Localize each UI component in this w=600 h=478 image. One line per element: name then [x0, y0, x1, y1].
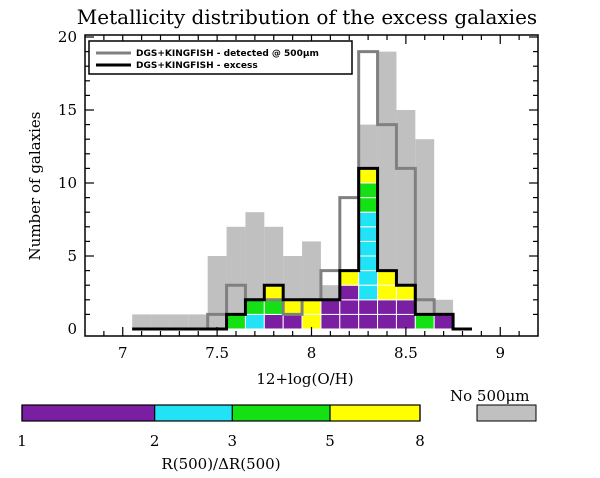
excess-cell: [226, 313, 246, 330]
excess-cell: [244, 299, 265, 315]
colorbar-segment-green: [232, 405, 331, 421]
colorbar-segment-purple: [22, 405, 155, 421]
no500-bar: [132, 314, 152, 329]
colorbar-segment-cyan: [154, 405, 233, 421]
y-tick-label: 10: [58, 174, 77, 192]
x-tick-label: 7.5: [205, 344, 229, 362]
excess-cell: [244, 313, 265, 330]
legend-box: [88, 40, 353, 75]
no500-bar: [207, 256, 227, 329]
legend-label-detected: DGS+KINGFISH - detected @ 500μm: [136, 49, 319, 59]
x-tick-label: 9: [495, 344, 505, 362]
detected-step-line: [132, 50, 472, 331]
excess-cell: [358, 284, 379, 301]
excess-cell: [358, 211, 379, 228]
excess-cell: [395, 299, 416, 315]
histogram-outlines: [132, 50, 472, 331]
excess-cell: [377, 299, 397, 315]
excess-cell: [263, 284, 284, 301]
excess-cell: [433, 313, 454, 330]
excess-cell: [339, 299, 360, 315]
excess-cell: [263, 299, 284, 315]
excess-cell: [263, 313, 284, 330]
excess-cell: [320, 313, 341, 330]
excess-step-line: [132, 166, 472, 331]
no500-bar: [396, 110, 416, 329]
y-tick-label: 20: [58, 28, 77, 46]
excess-cell: [395, 313, 416, 330]
no500-bar: [169, 314, 189, 329]
excess-cell: [301, 313, 322, 330]
x-tick-label: 8: [307, 344, 317, 362]
excess-cell: [339, 313, 360, 330]
colorbar-tick-label: 3: [227, 432, 237, 450]
excess-cell: [320, 299, 341, 315]
y-tick-label: 0: [67, 320, 77, 338]
excess-colored-stacks: [226, 167, 454, 330]
excess-cell: [339, 270, 360, 286]
no500-bar: [415, 139, 435, 329]
colorbar-segment-yellow: [330, 405, 420, 421]
colorbar-tick-label: 2: [150, 432, 160, 450]
excess-cell: [282, 313, 303, 330]
no500-bar: [188, 314, 208, 329]
no500-bar: [377, 51, 397, 329]
no500-bar: [151, 314, 170, 329]
y-axis-title: Number of galaxies: [26, 112, 44, 261]
y-tick-label: 15: [58, 101, 77, 119]
excess-cell: [414, 313, 435, 330]
excess-cell: [358, 255, 379, 272]
excess-cell: [358, 299, 379, 315]
excess-cell: [339, 284, 360, 301]
excess-cell: [377, 284, 397, 301]
excess-cell: [358, 167, 379, 184]
excess-cell: [377, 313, 397, 330]
legend-label-excess: DGS+KINGFISH - excess: [136, 61, 258, 71]
excess-cell: [358, 197, 379, 213]
excess-cell: [358, 240, 379, 257]
excess-cell: [358, 226, 379, 242]
colorbar-tick-label: 5: [325, 432, 335, 450]
excess-cell: [282, 299, 303, 315]
x-tick-label: 7: [118, 344, 128, 362]
excess-cell: [358, 313, 379, 330]
excess-cell: [358, 182, 379, 199]
excess-cell: [377, 270, 397, 286]
legend: DGS+KINGFISH - detected @ 500μm DGS+KING…: [88, 40, 353, 75]
y-tick-label: 5: [67, 247, 77, 265]
excess-cell: [358, 270, 379, 286]
no500-legend-label: No 500μm: [450, 387, 530, 405]
x-axis-title: 12+log(O/H): [256, 370, 353, 388]
no500-bar: [226, 226, 246, 329]
colorbar-tick-label: 1: [17, 432, 27, 450]
axis-ticks: 7 7.5 8 8.5 9 0 5 10 15 20: [58, 28, 538, 362]
excess-cell: [301, 299, 322, 315]
excess-cell: [395, 284, 416, 301]
chart-title: Metallicity distribution of the excess g…: [77, 5, 537, 29]
no500-legend-swatch: [476, 404, 537, 422]
x-tick-label: 8.5: [394, 344, 418, 362]
colorbar: 1 2 3 5 8: [17, 404, 425, 450]
colorbar-tick-label: 8: [415, 432, 425, 450]
colorbar-title: R(500)/ΔR(500): [161, 455, 280, 473]
